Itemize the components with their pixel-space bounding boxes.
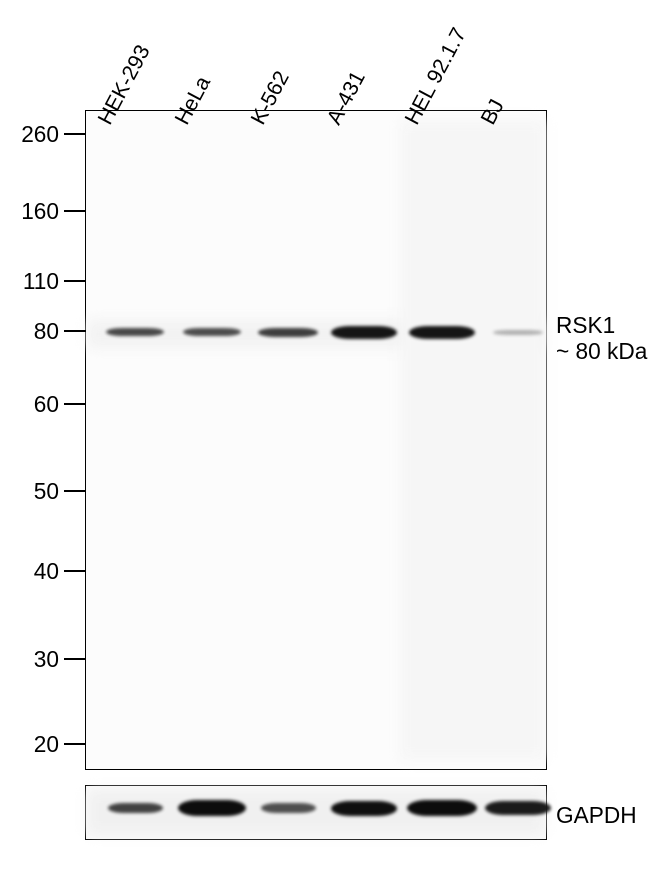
mw-marker-tick: [64, 133, 86, 135]
gapdh-band: [178, 800, 246, 816]
rsk1-band: [331, 326, 397, 339]
blot-bg-shade: [400, 120, 545, 760]
mw-marker-label: 30: [9, 646, 59, 673]
mw-marker-label: 110: [9, 268, 59, 295]
right-annotation-label: RSK1: [556, 312, 615, 339]
mw-marker-label: 50: [9, 478, 59, 505]
mw-marker-tick: [64, 280, 86, 282]
mw-marker-tick: [64, 330, 86, 332]
mw-marker-tick: [64, 210, 86, 212]
rsk1-band: [258, 328, 318, 337]
western-blot-figure: 260160110806050403020 HEK-293HeLaK-562A-…: [0, 0, 650, 890]
rsk1-band: [183, 328, 241, 336]
mw-marker-tick: [64, 743, 86, 745]
rsk1-band: [493, 330, 543, 335]
mw-marker-label: 40: [9, 558, 59, 585]
right-annotation-label: GAPDH: [556, 802, 637, 829]
mw-marker-tick: [64, 658, 86, 660]
gapdh-band: [485, 801, 551, 815]
mw-marker-tick: [64, 570, 86, 572]
mw-marker-tick: [64, 403, 86, 405]
gapdh-band: [331, 801, 397, 816]
gapdh-band: [407, 800, 477, 816]
mw-marker-label: 260: [9, 121, 59, 148]
mw-marker-label: 60: [9, 391, 59, 418]
gapdh-band: [108, 803, 163, 813]
mw-marker-label: 160: [9, 198, 59, 225]
mw-marker-tick: [64, 490, 86, 492]
rsk1-band: [409, 326, 475, 339]
rsk1-band: [106, 328, 164, 336]
mw-marker-label: 80: [9, 318, 59, 345]
mw-marker-label: 20: [9, 731, 59, 758]
gapdh-band: [261, 803, 316, 813]
right-annotation-label: ~ 80 kDa: [556, 338, 647, 365]
